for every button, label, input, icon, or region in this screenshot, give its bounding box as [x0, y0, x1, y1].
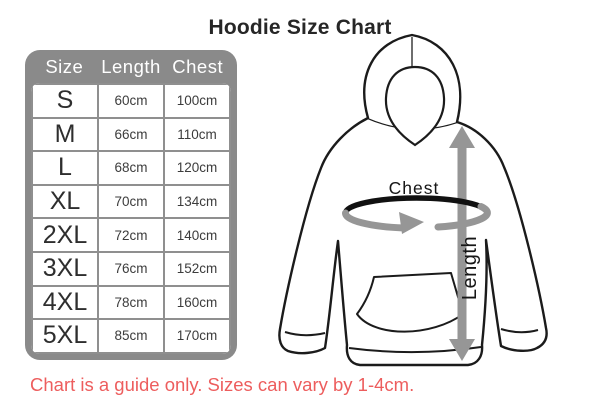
- table-row: XL 70cm 134cm: [31, 183, 231, 220]
- cell-chest: 170cm: [163, 318, 231, 354]
- hood-opening: [384, 65, 446, 147]
- chest-label: Chest: [389, 178, 440, 198]
- right-cuff-line: [500, 328, 539, 334]
- pocket: [356, 272, 464, 333]
- cell-length: 78cm: [97, 284, 165, 321]
- length-arrow: [449, 126, 475, 361]
- cell-chest: 110cm: [163, 116, 231, 153]
- cell-length: 68cm: [97, 150, 165, 186]
- table-header-row: Size Length Chest: [31, 50, 231, 83]
- cell-length: 85cm: [97, 318, 165, 354]
- left-cuff-line: [284, 331, 326, 337]
- cell-length: 60cm: [97, 83, 165, 119]
- cell-size: M: [31, 116, 99, 153]
- hood-outline: [363, 33, 462, 124]
- cell-chest: 140cm: [163, 217, 231, 253]
- disclaimer-note: Chart is a guide only. Sizes can vary by…: [30, 374, 415, 395]
- cell-chest: 120cm: [163, 150, 231, 186]
- table-body: S 60cm 100cm M 66cm 110cm L 68cm 120cm XL 70cm 134c…: [31, 83, 231, 354]
- cell-size: 5XL: [31, 318, 99, 354]
- cell-length: 70cm: [97, 183, 165, 220]
- cell-size: XL: [31, 183, 99, 220]
- table-row: S 60cm 100cm: [31, 83, 231, 119]
- cell-length: 66cm: [97, 116, 165, 153]
- size-chart-table: Size Length Chest S 60cm 100cm M 66cm 110cm L 6…: [25, 50, 237, 360]
- length-label: Length: [459, 236, 481, 300]
- cell-size: 4XL: [31, 284, 99, 321]
- table-row: 5XL 85cm 170cm: [31, 318, 231, 354]
- cell-length: 72cm: [97, 217, 165, 253]
- table-row: L 68cm 120cm: [31, 150, 231, 186]
- chest-arrow: [342, 195, 491, 234]
- table-row: M 66cm 110cm: [31, 116, 231, 153]
- cell-size: S: [31, 83, 99, 119]
- cell-size: L: [31, 150, 99, 186]
- cell-chest: 134cm: [163, 183, 231, 220]
- table-row: 2XL 72cm 140cm: [31, 217, 231, 253]
- column-header-length: Length: [101, 55, 161, 77]
- column-header-chest: Chest: [172, 55, 224, 77]
- cell-size: 3XL: [31, 250, 99, 287]
- page-title: Hoodie Size Chart: [208, 16, 392, 39]
- cell-chest: 152cm: [163, 250, 231, 287]
- cell-chest: 160cm: [163, 284, 231, 321]
- table-row: 3XL 76cm 152cm: [31, 250, 231, 287]
- hoodie-diagram: Chest Length: [278, 33, 548, 367]
- column-header-size: Size: [45, 55, 84, 77]
- cell-length: 76cm: [97, 250, 165, 287]
- table-row: 4XL 78cm 160cm: [31, 284, 231, 321]
- cell-chest: 100cm: [163, 83, 231, 119]
- cell-size: 2XL: [31, 217, 99, 253]
